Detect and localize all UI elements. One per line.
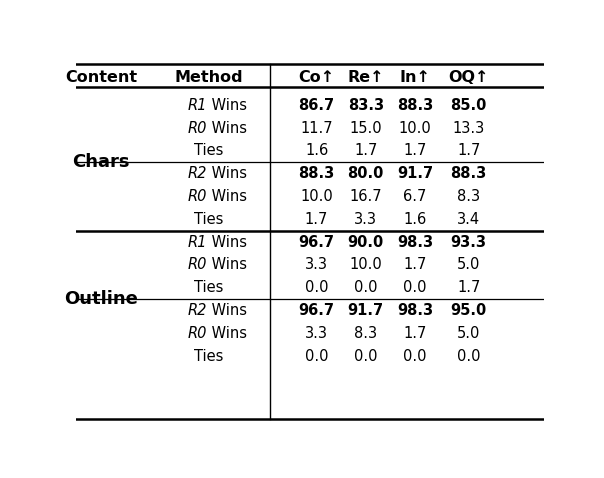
Text: 8.3: 8.3: [457, 189, 480, 204]
Text: 0.0: 0.0: [305, 349, 329, 364]
Text: 13.3: 13.3: [452, 120, 485, 136]
Text: 1.6: 1.6: [403, 212, 426, 227]
Text: 3.3: 3.3: [305, 258, 328, 272]
Text: R0: R0: [187, 258, 207, 272]
Text: Ties: Ties: [194, 143, 223, 158]
Text: Wins: Wins: [207, 303, 246, 318]
Text: 10.0: 10.0: [349, 258, 382, 272]
Text: Chars: Chars: [72, 153, 130, 171]
Text: 15.0: 15.0: [349, 120, 382, 136]
Text: 93.3: 93.3: [451, 235, 487, 250]
Text: 1.7: 1.7: [403, 143, 426, 158]
Text: Wins: Wins: [207, 120, 246, 136]
Text: 11.7: 11.7: [300, 120, 333, 136]
Text: 10.0: 10.0: [399, 120, 431, 136]
Text: Wins: Wins: [207, 189, 246, 204]
Text: 10.0: 10.0: [300, 189, 333, 204]
Text: 86.7: 86.7: [298, 98, 335, 113]
Text: 5.0: 5.0: [457, 326, 480, 341]
Text: Wins: Wins: [207, 326, 246, 341]
Text: 88.3: 88.3: [451, 166, 487, 181]
Text: 1.7: 1.7: [457, 143, 480, 158]
Text: 88.3: 88.3: [298, 166, 335, 181]
Text: OQ↑: OQ↑: [449, 70, 489, 85]
Text: R2: R2: [187, 166, 207, 181]
Text: 85.0: 85.0: [451, 98, 487, 113]
Text: R0: R0: [187, 120, 207, 136]
Text: Content: Content: [65, 70, 137, 85]
Text: Re↑: Re↑: [347, 70, 384, 85]
Text: 1.7: 1.7: [403, 326, 426, 341]
Text: 16.7: 16.7: [349, 189, 382, 204]
Text: 96.7: 96.7: [298, 235, 335, 250]
Text: 0.0: 0.0: [457, 349, 480, 364]
Text: 0.0: 0.0: [354, 349, 378, 364]
Text: 98.3: 98.3: [397, 303, 433, 318]
Text: 3.4: 3.4: [457, 212, 480, 227]
Text: 91.7: 91.7: [397, 166, 433, 181]
Text: In↑: In↑: [399, 70, 430, 85]
Text: 5.0: 5.0: [457, 258, 480, 272]
Text: 0.0: 0.0: [305, 280, 329, 295]
Text: Ties: Ties: [194, 280, 223, 295]
Text: Wins: Wins: [207, 258, 246, 272]
Text: 8.3: 8.3: [354, 326, 378, 341]
Text: 0.0: 0.0: [403, 280, 426, 295]
Text: 80.0: 80.0: [347, 166, 384, 181]
Text: R1: R1: [187, 98, 207, 113]
Text: Ties: Ties: [194, 212, 223, 227]
Text: R0: R0: [187, 189, 207, 204]
Text: R2: R2: [187, 303, 207, 318]
Text: 1.7: 1.7: [305, 212, 328, 227]
Text: 95.0: 95.0: [451, 303, 487, 318]
Text: 1.6: 1.6: [305, 143, 328, 158]
Text: Method: Method: [175, 70, 243, 85]
Text: 0.0: 0.0: [403, 349, 426, 364]
Text: 91.7: 91.7: [348, 303, 384, 318]
Text: Ties: Ties: [194, 349, 223, 364]
Text: Co↑: Co↑: [298, 70, 335, 85]
Text: 1.7: 1.7: [354, 143, 378, 158]
Text: 1.7: 1.7: [457, 280, 480, 295]
Text: 0.0: 0.0: [354, 280, 378, 295]
Text: 6.7: 6.7: [403, 189, 426, 204]
Text: 90.0: 90.0: [347, 235, 384, 250]
Text: 3.3: 3.3: [354, 212, 378, 227]
Text: 1.7: 1.7: [403, 258, 426, 272]
Text: 3.3: 3.3: [305, 326, 328, 341]
Text: Wins: Wins: [207, 98, 246, 113]
Text: 98.3: 98.3: [397, 235, 433, 250]
Text: Outline: Outline: [64, 290, 138, 308]
Text: R0: R0: [187, 326, 207, 341]
Text: Wins: Wins: [207, 235, 246, 250]
Text: 96.7: 96.7: [298, 303, 335, 318]
Text: Wins: Wins: [207, 166, 246, 181]
Text: 88.3: 88.3: [397, 98, 433, 113]
Text: R1: R1: [187, 235, 207, 250]
Text: 83.3: 83.3: [348, 98, 384, 113]
